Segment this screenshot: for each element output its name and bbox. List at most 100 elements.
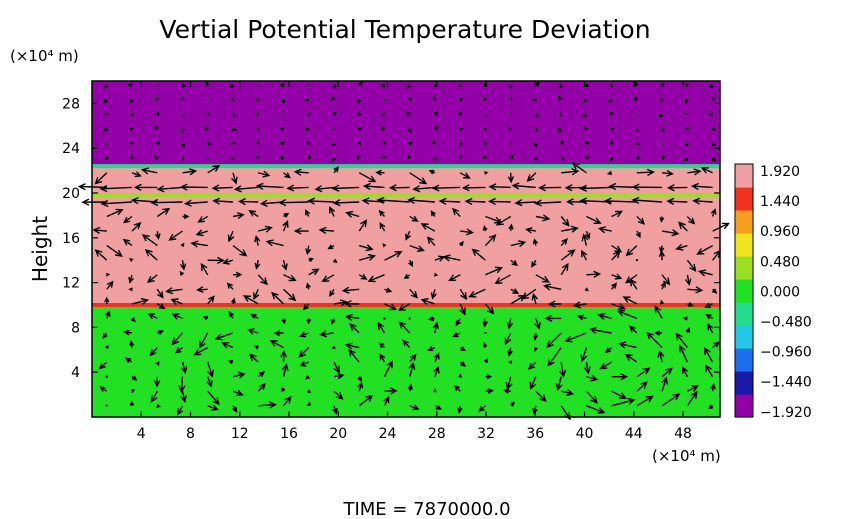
- wind-vector: [358, 394, 374, 407]
- wind-vector: [207, 295, 215, 305]
- wind-vector: [307, 112, 312, 117]
- wind-vector: [661, 142, 664, 145]
- wind-vector: [155, 361, 160, 367]
- wind-vector: [660, 82, 665, 87]
- wind-vector: [661, 367, 673, 378]
- wind-vector: [459, 361, 467, 367]
- wind-vector: [459, 288, 468, 301]
- wind-vector: [433, 272, 439, 277]
- wind-vector: [708, 112, 714, 117]
- wind-vector: [331, 184, 360, 192]
- wind-vector: [408, 317, 411, 320]
- wind-vector: [526, 172, 537, 182]
- wind-vector: [103, 98, 108, 104]
- wind-vector: [430, 210, 436, 217]
- wind-vector: [483, 154, 488, 159]
- wind-vector: [349, 323, 360, 334]
- wind-vector: [634, 81, 639, 87]
- wind-vector: [434, 125, 439, 131]
- wind-vector: [305, 209, 311, 217]
- wind-vector: [384, 387, 398, 395]
- wind-vector: [331, 345, 336, 350]
- wind-vector: [177, 405, 184, 416]
- wind-vector: [586, 405, 606, 414]
- wind-vector: [286, 184, 309, 192]
- wind-vector: [585, 390, 598, 404]
- wind-vector: [510, 259, 519, 267]
- wind-vector: [128, 287, 133, 292]
- wind-vector: [408, 259, 414, 268]
- wind-vector: [611, 390, 627, 399]
- wind-vector: [455, 318, 462, 327]
- wind-vector: [712, 141, 717, 146]
- wind-vector: [283, 288, 297, 302]
- wind-vector: [405, 230, 412, 241]
- wind-vector: [532, 98, 538, 102]
- wind-vector: [510, 288, 520, 294]
- wind-vector: [409, 244, 425, 252]
- x-tick-label: 4: [137, 426, 146, 442]
- wind-vector: [507, 172, 515, 184]
- wind-vector: [130, 317, 136, 323]
- wind-vector: [684, 112, 689, 117]
- wind-vector: [383, 360, 393, 378]
- wind-vector: [214, 332, 234, 341]
- wind-vector: [281, 363, 289, 377]
- wind-vector: [635, 230, 641, 239]
- wind-vector: [586, 270, 602, 278]
- wind-vector: [558, 112, 563, 118]
- wind-vector: [200, 262, 209, 276]
- wind-vector: [459, 172, 471, 179]
- wind-vector: [406, 111, 411, 117]
- wind-vector: [232, 271, 243, 278]
- wind-vector: [686, 390, 698, 407]
- wind-vector: [255, 112, 260, 117]
- wind-vector: [156, 84, 159, 87]
- wind-vector: [94, 172, 108, 185]
- wind-vector: [458, 240, 464, 247]
- y-axis-label: Height: [28, 216, 52, 282]
- wind-vector: [660, 299, 665, 305]
- wind-vector: [482, 127, 487, 131]
- wind-vector: [711, 97, 716, 102]
- wind-vector: [487, 197, 511, 206]
- wind-vector: [686, 216, 696, 225]
- wind-vector: [384, 303, 398, 311]
- colorbar-segment: [735, 371, 753, 395]
- wind-vector: [207, 256, 225, 265]
- wind-vector: [609, 110, 614, 115]
- wind-vector: [104, 112, 109, 117]
- wind-vector: [140, 167, 158, 175]
- wind-vector: [130, 112, 135, 118]
- wind-vector: [190, 240, 208, 248]
- wind-vector: [504, 332, 512, 346]
- wind-vector: [547, 347, 562, 367]
- wind-vector: [403, 273, 411, 280]
- wind-vector: [682, 366, 689, 378]
- wind-vector: [367, 274, 385, 283]
- wind-vector: [660, 128, 665, 133]
- wind-vector: [156, 303, 166, 310]
- wind-vector: [279, 156, 285, 161]
- wind-vector: [534, 81, 540, 87]
- wind-vector: [597, 312, 612, 320]
- wind-vector: [179, 270, 184, 276]
- wind-vector: [379, 353, 386, 363]
- wind-vector: [508, 96, 513, 102]
- wind-vector: [131, 297, 150, 305]
- wind-vector: [705, 313, 713, 320]
- wind-vector: [105, 404, 108, 407]
- wind-vector: [299, 360, 309, 367]
- wind-vector: [636, 156, 642, 161]
- wind-vector: [707, 404, 714, 410]
- wind-vector: [581, 249, 588, 261]
- wind-vector: [307, 154, 312, 160]
- wind-vector: [532, 238, 539, 246]
- wind-vector: [611, 282, 617, 290]
- colorbar-segment: [735, 302, 753, 326]
- wind-vector: [675, 332, 688, 349]
- wind-vector: [609, 83, 613, 89]
- wind-vector: [514, 199, 536, 207]
- wind-vector: [657, 349, 665, 363]
- wind-vector: [180, 142, 186, 148]
